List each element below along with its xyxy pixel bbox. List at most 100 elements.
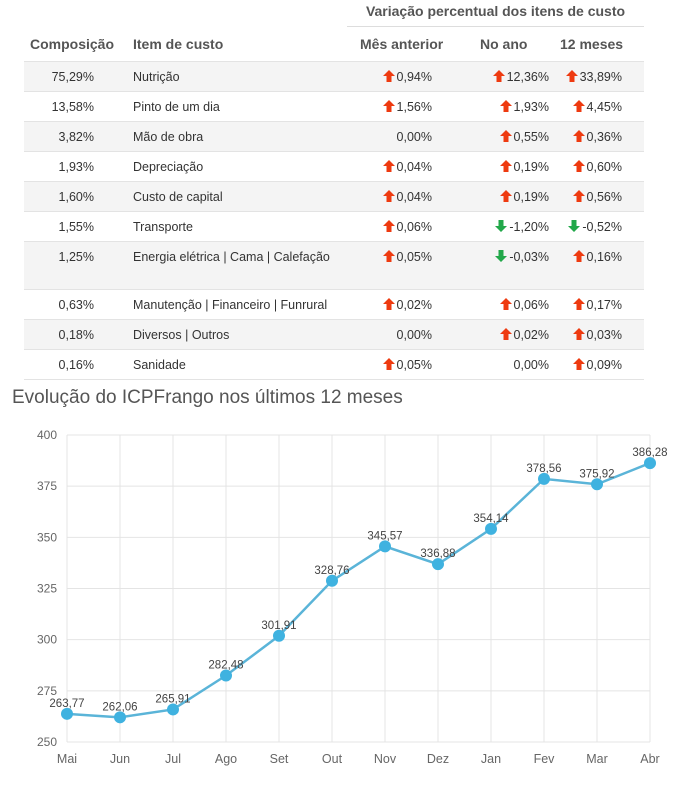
item-cell: Custo de capital <box>133 188 348 206</box>
x-tick-label: Jul <box>165 752 181 766</box>
no-ano-cell-text: 0,55% <box>513 130 549 144</box>
item-cell-text: Custo de capital <box>133 190 223 204</box>
data-point <box>538 472 550 485</box>
mes-anterior-cell-text: 0,05% <box>396 250 432 264</box>
arrow-up-icon <box>565 70 578 82</box>
table-header-row: Composição Item de custo Mês anterior No… <box>24 30 644 60</box>
item-cell: Sanidade <box>133 356 348 374</box>
no-ano-cell: -0,03% <box>475 250 549 264</box>
doze-meses-cell: 33,89% <box>564 70 622 84</box>
arrow-up-icon <box>382 298 395 310</box>
data-label: 282,48 <box>208 660 243 672</box>
col-header-item: Item de custo <box>133 36 224 52</box>
col-header-12-meses: 12 meses <box>560 36 624 52</box>
data-point <box>273 629 285 642</box>
item-cell: Transporte <box>133 218 348 236</box>
x-tick-label: Abr <box>640 752 659 766</box>
item-cell: Mão de obra <box>133 128 348 146</box>
mes-anterior-cell: 0,00% <box>359 328 432 342</box>
doze-meses-cell-text: 4,45% <box>586 100 622 114</box>
data-label: 375,92 <box>579 468 614 480</box>
doze-meses-cell: 0,60% <box>564 160 622 174</box>
no-ano-cell: 0,02% <box>475 328 549 342</box>
composicao-cell: 1,55% <box>24 220 94 234</box>
item-cell-text: Transporte <box>133 220 193 234</box>
no-ano-cell-text: 0,02% <box>513 328 549 342</box>
table-row: 0,16% Sanidade 0,05% 0,00% 0,09% <box>24 349 644 379</box>
composicao-cell-text: 1,55% <box>58 220 94 234</box>
arrow-up-icon <box>382 160 395 172</box>
x-tick-label: Ago <box>215 752 237 766</box>
no-ano-cell-text: -0,03% <box>509 250 549 264</box>
composicao-cell-text: 1,25% <box>58 250 94 264</box>
x-tick-label: Mar <box>586 752 608 766</box>
composicao-cell: 75,29% <box>24 70 94 84</box>
composicao-cell: 0,16% <box>24 358 94 372</box>
mes-anterior-cell-text: 0,04% <box>396 190 432 204</box>
mes-anterior-cell: 0,00% <box>359 130 432 144</box>
data-label: 262,06 <box>102 701 137 713</box>
mes-anterior-cell-text: 0,00% <box>396 328 432 342</box>
doze-meses-cell-text: 33,89% <box>579 70 622 84</box>
mes-anterior-cell: 0,05% <box>359 250 432 264</box>
composicao-cell-text: 0,63% <box>58 298 94 312</box>
data-label: 263,77 <box>49 698 84 710</box>
doze-meses-cell-text: 0,17% <box>586 298 622 312</box>
doze-meses-cell: 0,36% <box>564 130 622 144</box>
mes-anterior-cell-text: 0,05% <box>396 358 432 372</box>
arrow-up-icon <box>572 328 585 340</box>
data-point <box>379 540 391 553</box>
data-label: 336,88 <box>420 548 455 560</box>
table-row: 75,29% Nutrição 0,94% 12,36% 33,89% <box>24 61 644 91</box>
data-point <box>61 707 73 720</box>
x-tick-label: Dez <box>427 752 449 766</box>
no-ano-cell-text: 0,06% <box>513 298 549 312</box>
arrow-down-icon <box>568 220 581 232</box>
table-row: 0,18% Diversos | Outros 0,00% 0,02% 0,03% <box>24 319 644 349</box>
composicao-cell: 3,82% <box>24 130 94 144</box>
col-header-composicao: Composição <box>30 36 115 52</box>
arrow-down-icon <box>495 250 508 262</box>
item-cell-text: Depreciação <box>133 160 204 174</box>
composicao-cell-text: 0,18% <box>58 328 94 342</box>
data-label: 328,76 <box>314 565 349 577</box>
doze-meses-cell: 0,16% <box>564 250 622 264</box>
no-ano-cell-text: 1,93% <box>513 100 549 114</box>
arrow-up-icon <box>572 130 585 142</box>
mes-anterior-cell-text: 1,56% <box>396 100 432 114</box>
arrow-up-icon <box>572 100 585 112</box>
doze-meses-cell: 4,45% <box>564 100 622 114</box>
table-row: 1,25% Energia elétrica | Cama | Calefação… <box>24 241 644 289</box>
mes-anterior-cell-text: 0,00% <box>396 130 432 144</box>
composicao-cell-text: 75,29% <box>51 70 94 84</box>
doze-meses-cell-text: 0,03% <box>586 328 622 342</box>
data-point <box>326 574 338 587</box>
table-row: 1,93% Depreciação 0,04% 0,19% 0,60% <box>24 151 644 181</box>
no-ano-cell-text: 0,00% <box>513 358 549 372</box>
table-row: 1,55% Transporte 0,06% -1,20% -0,52% <box>24 211 644 241</box>
item-cell-text: Diversos | Outros <box>133 328 230 342</box>
arrow-up-icon <box>499 130 512 142</box>
arrow-up-icon <box>499 160 512 172</box>
doze-meses-cell-text: 0,36% <box>586 130 622 144</box>
x-tick-label: Nov <box>374 752 397 766</box>
mes-anterior-cell-text: 0,02% <box>396 298 432 312</box>
col-header-no-ano: No ano <box>480 36 528 52</box>
arrow-up-icon <box>492 70 505 82</box>
doze-meses-cell-text: 0,09% <box>586 358 622 372</box>
composicao-cell: 0,63% <box>24 298 94 312</box>
doze-meses-cell: -0,52% <box>564 220 622 234</box>
data-point <box>167 703 179 716</box>
item-cell-text: Pinto de um dia <box>133 100 220 114</box>
y-tick-label: 250 <box>37 735 57 749</box>
arrow-up-icon <box>499 298 512 310</box>
arrow-up-icon <box>382 358 395 370</box>
doze-meses-cell: 0,03% <box>564 328 622 342</box>
data-point <box>432 558 444 571</box>
doze-meses-cell-text: -0,52% <box>582 220 622 234</box>
series-line <box>66 461 651 719</box>
arrow-up-icon <box>572 160 585 172</box>
doze-meses-cell: 0,56% <box>564 190 622 204</box>
item-cell: Manutenção | Financeiro | Funrural <box>133 296 348 314</box>
data-label: 301,91 <box>261 620 296 632</box>
